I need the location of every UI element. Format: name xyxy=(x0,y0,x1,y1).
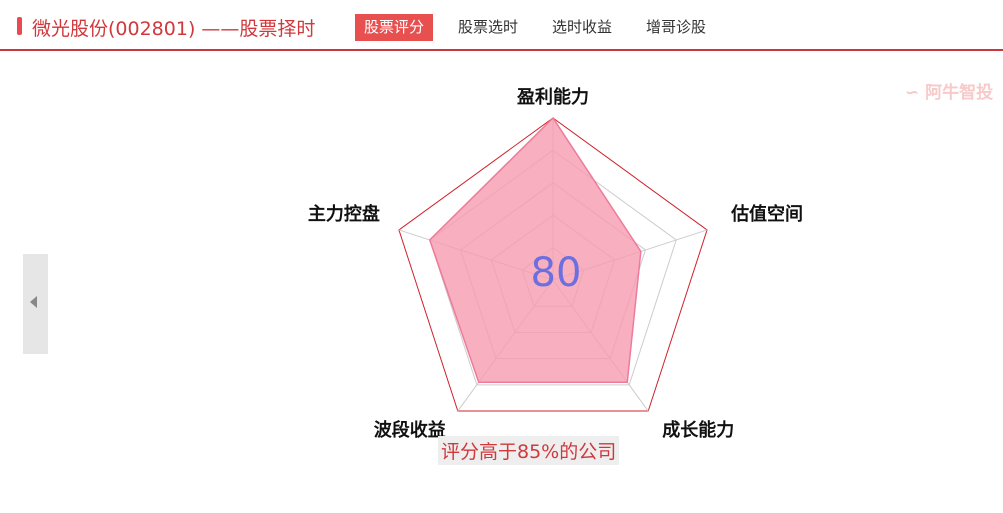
tab-diagnosis[interactable]: 增哥诊股 xyxy=(646,18,707,36)
tab-stock-score[interactable]: 股票评分 xyxy=(355,14,434,41)
axis-label: 波段收益 xyxy=(374,419,446,441)
axis-label: 盈利能力 xyxy=(516,86,589,108)
page-title: 微光股份(002801) ——股票择时 xyxy=(32,18,316,40)
title-marker xyxy=(17,17,22,35)
watermark-logo: ∽ 阿牛智投 xyxy=(905,83,994,103)
score-summary: 评分高于85%的公司 xyxy=(438,436,620,465)
score-value: 80 xyxy=(531,250,582,296)
axis-label: 估值空间 xyxy=(730,203,803,225)
prev-arrow-button[interactable] xyxy=(23,254,48,354)
axis-label: 主力控盘 xyxy=(308,203,380,225)
watermark-text: 阿牛智投 xyxy=(925,83,994,103)
grid-ring xyxy=(398,117,708,412)
data-area xyxy=(428,116,642,383)
tab-timing-returns[interactable]: 选时收益 xyxy=(552,18,613,36)
axis-label: 成长能力 xyxy=(662,419,734,441)
header: 微光股份(002801) ——股票择时 股票评分 股票选时 选时收益 增哥诊股 xyxy=(0,0,1003,51)
tab-stock-timing[interactable]: 股票选时 xyxy=(458,18,519,36)
